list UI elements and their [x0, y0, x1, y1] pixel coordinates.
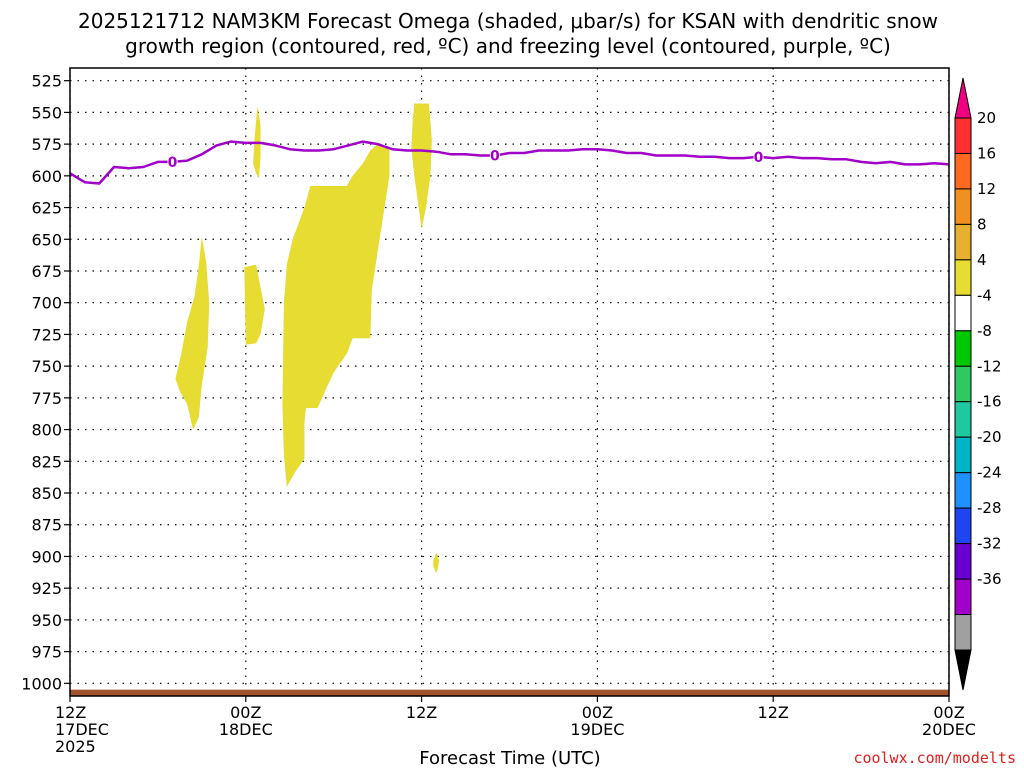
y-tick-label: 925	[31, 579, 62, 598]
y-tick-label: 525	[31, 72, 62, 91]
y-tick-label: 875	[31, 516, 62, 535]
colorbar-label: -16	[977, 393, 1002, 411]
y-tick-label: 850	[31, 484, 62, 503]
colorbar-label: -12	[977, 357, 1002, 375]
colorbar-top-triangle	[954, 77, 972, 119]
x-tick-label: 2025	[55, 737, 96, 756]
colorbar-label: 16	[977, 144, 996, 162]
x-tick-label: 20DEC	[922, 720, 976, 739]
y-tick-label: 550	[31, 103, 62, 122]
credit-text: coolwx.com/modelts	[853, 749, 1016, 767]
omega-region	[411, 103, 432, 230]
freezing-level-line	[69, 140, 950, 185]
x-tick-label: 17DEC	[55, 720, 109, 739]
colorbar-label: 4	[977, 251, 987, 269]
colorbar-box	[954, 543, 972, 580]
y-tick-label: 775	[31, 389, 62, 408]
colorbar-label: -8	[977, 322, 992, 340]
y-tick-label: 1000	[21, 674, 62, 693]
y-tick-label: 750	[31, 357, 62, 376]
y-tick-label: 575	[31, 135, 62, 154]
colorbar-label: 12	[977, 180, 996, 198]
colorbar-label: -20	[977, 428, 1002, 446]
y-tick-label: 950	[31, 611, 62, 630]
x-axis-label: Forecast Time (UTC)	[419, 748, 600, 768]
colorbar-box	[954, 117, 972, 154]
colorbar-label: -32	[977, 535, 1002, 553]
colorbar-box	[954, 436, 972, 474]
terrain-layer	[70, 689, 949, 696]
colorbar-box	[954, 401, 972, 438]
freezing-level-label: 0	[168, 155, 178, 171]
omega-region	[244, 264, 265, 345]
freezing-level-label: 0	[754, 150, 764, 166]
freezing-level-label-bg	[753, 148, 764, 165]
y-tick-label: 700	[31, 294, 62, 313]
colorbar-label: -4	[977, 286, 992, 304]
x-tick-label: 00Z	[230, 703, 261, 722]
colorbar-box	[954, 507, 972, 545]
y-tick-label: 900	[31, 547, 62, 566]
colorbar-box	[954, 578, 972, 616]
y-tick-label: 725	[31, 325, 62, 344]
colorbar-box	[954, 188, 972, 225]
omega-shading	[175, 103, 440, 573]
plot-frame	[69, 67, 950, 697]
colorbar-label: -24	[977, 464, 1002, 482]
colorbar-label: -28	[977, 499, 1002, 517]
colorbar-box	[954, 614, 972, 651]
colorbar-box	[954, 259, 972, 296]
freezing-level-label: 0	[490, 149, 500, 165]
omega-region	[282, 144, 390, 487]
x-tick-label: 12Z	[406, 703, 437, 722]
x-tick-label: 12Z	[758, 703, 789, 722]
colorbar-box	[954, 365, 972, 403]
colorbar-box	[954, 294, 972, 332]
x-tick-label: 00Z	[933, 703, 964, 722]
y-tick-label: 600	[31, 167, 62, 186]
colorbar-bottom-triangle	[954, 649, 972, 691]
colorbar-box	[954, 330, 972, 367]
x-tick-label: 19DEC	[570, 720, 624, 739]
terrain-surface	[70, 689, 949, 696]
colorbar: 20 16 12 8 4 -4 -8 -12 -16 -20 -24 -28 -32 -36	[954, 77, 1002, 691]
colorbar-box	[954, 152, 972, 190]
x-tick-label: 12Z	[55, 703, 86, 722]
colorbar-label: 8	[977, 215, 987, 233]
y-tick-label: 975	[31, 643, 62, 662]
colorbar-label: -36	[977, 570, 1002, 588]
y-tick-label: 675	[31, 262, 62, 281]
freezing-level-layer: 0 0 0	[69, 140, 950, 185]
omega-region	[433, 552, 440, 573]
freezing-level-label-bg	[167, 153, 178, 170]
x-tick-label: 00Z	[582, 703, 613, 722]
chart-title-line1: 2025121712 NAM3KM Forecast Omega (shaded…	[78, 9, 938, 33]
colorbar-box	[954, 223, 972, 261]
x-tick-label: 18DEC	[219, 720, 273, 739]
y-tick-label: 625	[31, 199, 62, 218]
omega-region	[175, 236, 210, 430]
y-axis: 525 550 575 600 625 650 675 700 725 750 775 800 825 8…	[21, 72, 70, 693]
y-tick-label: 800	[31, 421, 62, 440]
chart-title-line2: growth region (contoured, red, ºC) and f…	[125, 34, 891, 58]
freezing-level-label-bg	[489, 147, 500, 164]
y-tick-label: 650	[31, 230, 62, 249]
y-tick-label: 825	[31, 452, 62, 471]
colorbar-box	[954, 472, 972, 509]
colorbar-label: 20	[977, 109, 996, 127]
